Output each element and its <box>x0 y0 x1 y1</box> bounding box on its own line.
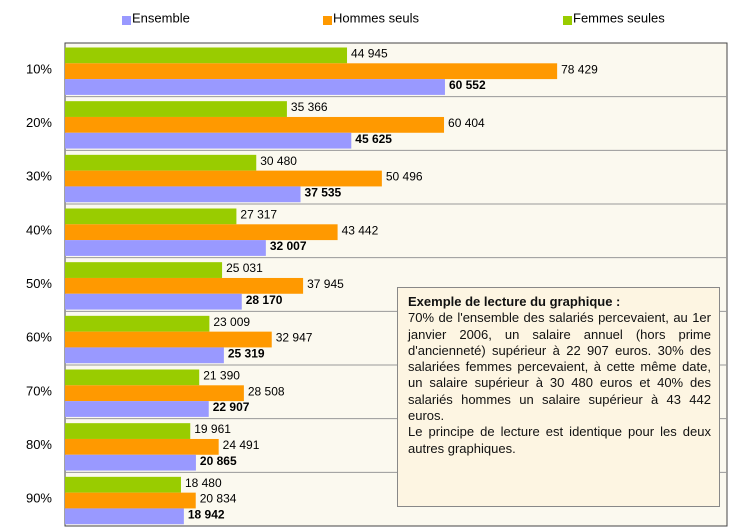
data-label: 60 404 <box>448 116 485 130</box>
bar <box>65 208 237 225</box>
annotation-box: Exemple de lecture du graphique : 70% de… <box>397 287 720 507</box>
bar <box>65 240 266 256</box>
data-label: 19 961 <box>194 422 231 436</box>
y-tick-label: 50% <box>26 276 52 291</box>
annotation-text: 70% de l'ensemble des salariés percevaie… <box>408 310 711 424</box>
legend-swatch <box>122 16 131 25</box>
data-label: 24 491 <box>223 438 260 452</box>
data-label: 23 009 <box>213 315 250 329</box>
bar <box>65 63 558 80</box>
data-label: 18 942 <box>188 508 225 522</box>
data-label: 28 508 <box>248 384 285 398</box>
data-label: 25 319 <box>228 347 265 361</box>
data-label: 50 496 <box>386 170 423 184</box>
data-label: 43 442 <box>342 223 379 237</box>
bar <box>65 154 257 171</box>
legend-label: Femmes seules <box>573 10 665 25</box>
bar <box>65 116 445 133</box>
legend-label: Hommes seuls <box>333 10 419 25</box>
annotation-text: Le principe de lecture est identique pou… <box>408 424 711 456</box>
bar <box>65 492 196 509</box>
bar <box>65 132 352 149</box>
bar <box>65 423 191 439</box>
bar <box>65 101 287 117</box>
data-label: 18 480 <box>185 476 222 490</box>
data-label: 25 031 <box>226 261 263 275</box>
legend-swatch <box>323 16 332 25</box>
data-label: 30 480 <box>260 154 297 168</box>
bar <box>65 508 184 525</box>
bar <box>65 454 196 471</box>
bar <box>65 262 223 278</box>
bar <box>65 79 445 95</box>
data-label: 21 390 <box>203 369 240 383</box>
data-label: 32 947 <box>276 331 313 345</box>
bar <box>65 47 348 64</box>
bar <box>65 369 200 386</box>
y-tick-label: 60% <box>26 330 52 345</box>
y-tick-label: 10% <box>26 61 52 76</box>
y-tick-label: 70% <box>26 383 52 398</box>
data-label: 35 366 <box>291 100 328 114</box>
y-tick-label: 90% <box>26 491 52 506</box>
data-label: 20 865 <box>200 454 237 468</box>
y-tick-label: 30% <box>26 169 52 184</box>
annotation-title: Exemple de lecture du graphique : <box>408 294 621 309</box>
data-label: 32 007 <box>270 239 307 253</box>
y-tick-label: 20% <box>26 115 52 130</box>
bar <box>65 224 338 241</box>
data-label: 20 834 <box>200 492 237 506</box>
bar <box>65 385 244 402</box>
bar <box>65 331 272 348</box>
data-label: 37 535 <box>305 186 342 200</box>
bar <box>65 170 382 187</box>
data-label: 78 429 <box>561 62 598 76</box>
data-label: 22 907 <box>213 400 250 414</box>
bar <box>65 438 219 455</box>
y-tick-label: 40% <box>26 222 52 237</box>
bar <box>65 315 210 332</box>
bar <box>65 401 209 417</box>
data-label: 28 170 <box>246 293 283 307</box>
bar <box>65 347 224 364</box>
bar <box>65 277 304 294</box>
bar <box>65 186 301 203</box>
bar <box>65 293 242 310</box>
bar <box>65 476 181 493</box>
data-label: 27 317 <box>240 208 277 222</box>
y-tick-label: 80% <box>26 437 52 452</box>
data-label: 44 945 <box>351 47 388 61</box>
legend-swatch <box>563 16 572 25</box>
data-label: 60 552 <box>449 78 486 92</box>
data-label: 37 945 <box>307 277 344 291</box>
legend-label: Ensemble <box>132 10 190 25</box>
data-label: 45 625 <box>355 132 392 146</box>
